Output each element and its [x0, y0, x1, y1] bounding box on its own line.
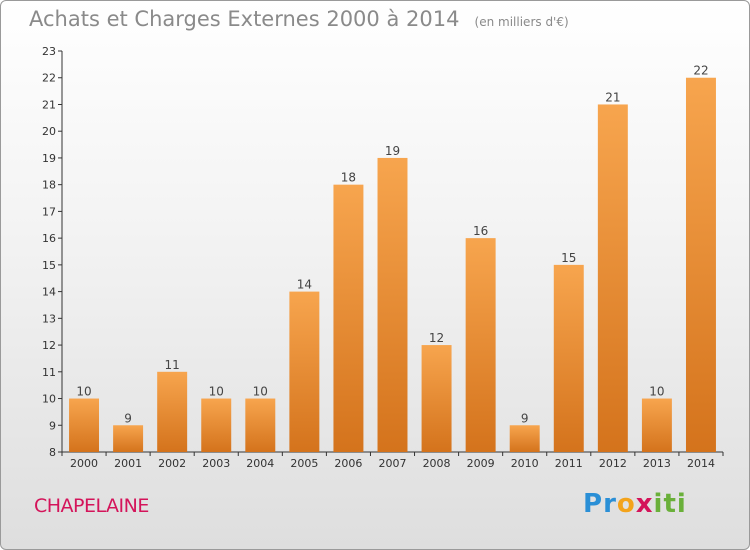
x-tick-label: 2012 [599, 457, 627, 470]
x-tick-label: 2008 [423, 457, 451, 470]
y-tick-label: 12 [42, 339, 56, 352]
x-tick-label: 2011 [555, 457, 583, 470]
x-tick-label: 2013 [643, 457, 671, 470]
y-tick-label: 14 [42, 286, 56, 299]
title-row: Achats et Charges Externes 2000 à 2014 (… [29, 7, 569, 31]
data-label: 11 [165, 358, 180, 372]
data-label: 19 [385, 144, 400, 158]
x-tick-label: 2006 [334, 457, 362, 470]
proxiti-logo[interactable]: Proxiti [583, 489, 687, 519]
y-tick-label: 8 [49, 446, 56, 459]
data-label: 10 [649, 385, 664, 399]
logo-letter: x [635, 489, 654, 519]
logo-letter: i [653, 489, 664, 519]
bar [289, 291, 320, 452]
y-tick-label: 15 [42, 259, 56, 272]
data-label: 15 [561, 251, 576, 265]
bar [553, 264, 584, 452]
y-tick-label: 18 [42, 179, 56, 192]
x-tick-label: 2014 [687, 457, 715, 470]
bar [69, 398, 100, 452]
bar [245, 398, 276, 452]
data-label: 14 [297, 278, 312, 292]
y-tick-label: 17 [42, 205, 56, 218]
logo-letter: o [616, 489, 636, 519]
chart-title: Achats et Charges Externes 2000 à 2014 [29, 7, 460, 31]
y-tick-label: 11 [42, 366, 56, 379]
bar [597, 104, 628, 452]
bar [113, 425, 144, 452]
data-label: 18 [341, 171, 356, 185]
data-label: 10 [253, 385, 268, 399]
x-tick-label: 2009 [467, 457, 495, 470]
bar [509, 425, 540, 452]
chart-unit: (en milliers d'€) [474, 15, 569, 29]
bar [641, 398, 672, 452]
logo-letter: r [603, 489, 617, 519]
x-tick-label: 2005 [290, 457, 318, 470]
x-tick-label: 2010 [511, 457, 539, 470]
data-label: 10 [209, 385, 224, 399]
data-label: 9 [521, 411, 529, 425]
bar [333, 184, 364, 452]
y-tick-label: 10 [42, 393, 56, 406]
y-tick-label: 22 [42, 72, 56, 85]
x-tick-label: 2004 [246, 457, 274, 470]
logo-letter: i [676, 489, 687, 519]
bar [685, 77, 716, 452]
x-tick-label: 2002 [158, 457, 186, 470]
y-tick-label: 13 [42, 312, 56, 325]
data-label: 10 [76, 385, 91, 399]
x-tick-label: 2001 [114, 457, 142, 470]
bar [465, 238, 496, 452]
y-tick-label: 23 [42, 45, 56, 58]
data-label: 12 [429, 331, 444, 345]
y-tick-label: 9 [49, 419, 56, 432]
bar [201, 398, 232, 452]
data-label: 22 [693, 64, 708, 78]
commune-name: CHAPELAINE [34, 495, 149, 517]
y-tick-label: 21 [42, 98, 56, 111]
x-tick-label: 2007 [379, 457, 407, 470]
y-tick-label: 19 [42, 152, 56, 165]
x-tick-label: 2003 [202, 457, 230, 470]
bar [421, 345, 452, 452]
bar [377, 157, 408, 452]
bar [157, 371, 188, 452]
logo-letter: t [663, 489, 677, 519]
data-label: 16 [473, 224, 488, 238]
y-tick-label: 20 [42, 125, 56, 138]
y-tick-label: 16 [42, 232, 56, 245]
data-label: 21 [605, 90, 620, 104]
data-label: 9 [124, 411, 132, 425]
x-tick-label: 2000 [70, 457, 98, 470]
logo-letter: P [583, 489, 604, 519]
